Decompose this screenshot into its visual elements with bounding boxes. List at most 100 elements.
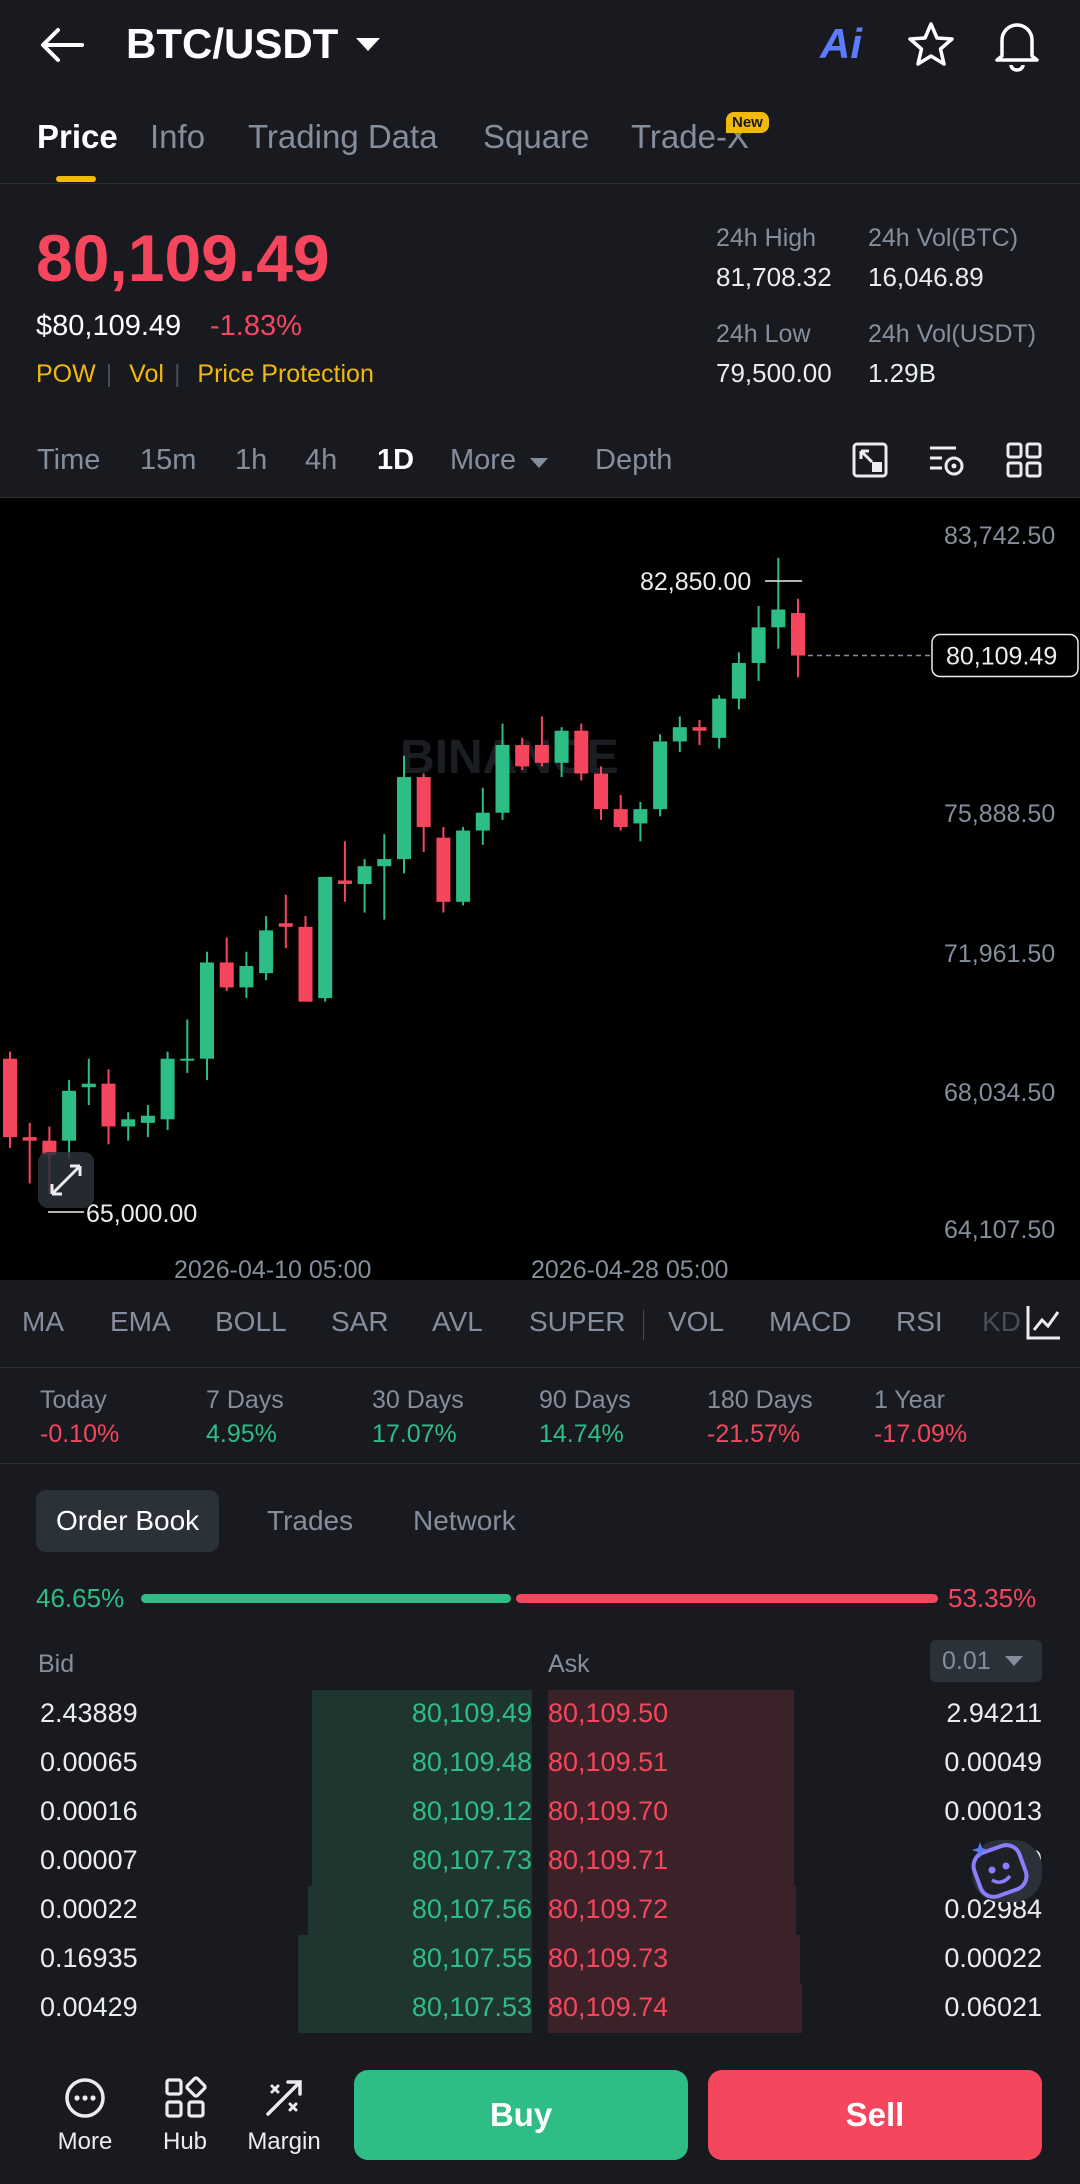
pair-title[interactable]: BTC/USDT — [126, 20, 339, 67]
interval-depth[interactable]: Depth — [595, 444, 673, 476]
ask-ratio: 53.35% — [948, 1583, 1037, 1613]
orderbook-row[interactable]: 2.43889 80,109.49 80,109.50 2.94211 — [0, 1690, 1080, 1739]
performance-row: Today -0.10% 7 Days 4.95% 30 Days 17.07%… — [0, 1368, 1080, 1464]
orderbook-rows: 2.43889 80,109.49 80,109.50 2.94211 0.00… — [0, 1690, 1080, 2040]
stat-24h-vol-btc-label: 24h Vol(BTC) — [868, 224, 1019, 252]
stat-24h-vol-usdt-value: 1.29B — [868, 358, 936, 388]
ask-depth-bar — [548, 1984, 802, 2033]
layout-grid-icon[interactable] — [1004, 440, 1044, 480]
candle-body — [298, 926, 313, 1002]
indicator-settings-icon[interactable] — [1024, 1302, 1064, 1342]
indicator-ma[interactable]: MA — [22, 1306, 64, 1337]
sell-button[interactable]: Sell — [708, 2070, 1042, 2160]
perf-label: 180 Days — [707, 1386, 813, 1414]
hub-grid-icon — [165, 2076, 207, 2118]
bid-qty: 0.00016 — [40, 1796, 138, 1826]
candle-body — [81, 1083, 96, 1088]
interval-more[interactable]: More — [450, 444, 517, 476]
high-label: 82,850.00 — [640, 568, 751, 596]
bid-qty: 2.43889 — [40, 1698, 138, 1728]
bid-depth-bar — [312, 1837, 532, 1886]
perf-label: Today — [40, 1386, 107, 1414]
low-label: 65,000.00 — [86, 1200, 197, 1228]
assistant-bot-icon[interactable] — [964, 1838, 1044, 1904]
candle-body — [101, 1083, 116, 1127]
candlestick-chart[interactable]: BINANCE 80,109.49 83,742.50 75,888.50 71… — [0, 498, 1080, 1280]
interval-1d[interactable]: 1D — [377, 444, 415, 476]
perf-label: 30 Days — [372, 1386, 464, 1414]
orderbook-row[interactable]: 0.00022 80,107.56 80,109.72 0.02984 — [0, 1886, 1080, 1935]
indicator-sar[interactable]: SAR — [331, 1306, 389, 1337]
ask-price: 80,109.71 — [548, 1845, 669, 1875]
candle-body — [278, 923, 293, 927]
tab-square[interactable]: Square — [483, 118, 590, 155]
orderbook-row[interactable]: 0.00007 80,107.73 80,109.71 0.0 — [0, 1837, 1080, 1886]
orderbook-row[interactable]: 0.00065 80,109.48 80,109.51 0.00049 — [0, 1739, 1080, 1788]
ask-depth-bar — [548, 1935, 800, 1984]
orderbook-row[interactable]: 0.00016 80,109.12 80,109.70 0.00013 — [0, 1788, 1080, 1837]
candle-body — [712, 698, 727, 738]
candle-body — [42, 1140, 57, 1155]
tag-pow[interactable]: POW — [36, 360, 96, 388]
candle-body — [377, 859, 392, 867]
candle-body — [337, 880, 352, 885]
star-icon[interactable] — [906, 20, 956, 70]
indicator-boll[interactable]: BOLL — [215, 1306, 287, 1337]
perf-value: -21.57% — [707, 1420, 801, 1448]
bell-icon[interactable] — [992, 18, 1042, 72]
indicator-macd[interactable]: MACD — [769, 1306, 852, 1337]
indicator-bar: MA EMA BOLL SAR AVL SUPER VOL MACD RSI K… — [0, 1280, 1080, 1368]
interval-time[interactable]: Time — [37, 444, 101, 476]
chart-expand-icon[interactable] — [850, 440, 890, 480]
interval-15m[interactable]: 15m — [140, 444, 197, 476]
buy-button[interactable]: Buy — [354, 2070, 688, 2160]
current-price-box — [931, 633, 1079, 678]
interval-1h[interactable]: 1h — [235, 444, 268, 476]
orderbook-tabs: Order Book Trades Network — [0, 1490, 1080, 1556]
chevron-down-icon[interactable] — [356, 38, 380, 51]
tab-network[interactable]: Network — [413, 1505, 516, 1536]
header: BTC/USDT Ai — [0, 0, 1080, 90]
bottom-more-button[interactable]: More — [40, 2076, 130, 2156]
chart-settings-icon[interactable] — [926, 440, 966, 480]
new-badge: New — [726, 112, 769, 133]
interval-4h[interactable]: 4h — [305, 444, 338, 476]
indicator-kd[interactable]: KD — [982, 1306, 1021, 1337]
tab-trades[interactable]: Trades — [267, 1505, 354, 1536]
precision-select[interactable]: 0.01 — [930, 1640, 1042, 1682]
indicator-rsi[interactable]: RSI — [896, 1306, 943, 1337]
indicator-avl[interactable]: AVL — [432, 1306, 483, 1337]
candle-body — [200, 962, 214, 1059]
chart-canvas[interactable]: BINANCE 80,109.49 83,742.50 75,888.50 71… — [0, 498, 1080, 1280]
candle-body — [416, 777, 431, 827]
orderbook-row[interactable]: 0.00429 80,107.53 80,109.74 0.06021 — [0, 1984, 1080, 2033]
tag-price-protection[interactable]: Price Protection — [197, 360, 374, 388]
bottom-margin-button[interactable]: Margin — [239, 2076, 329, 2156]
indicator-vol[interactable]: VOL — [668, 1306, 725, 1337]
bid-qty: 0.00022 — [40, 1894, 138, 1924]
fullscreen-icon[interactable] — [38, 1152, 94, 1208]
x-tick: 2026-04-10 05:00 — [174, 1256, 371, 1280]
tab-active-indicator — [56, 176, 96, 182]
stat-24h-vol-btc-value: 16,046.89 — [868, 262, 984, 292]
tab-trading-data[interactable]: Trading Data — [248, 118, 438, 155]
tab-info[interactable]: Info — [150, 118, 206, 155]
tag-vol[interactable]: Vol — [129, 360, 164, 388]
orderbook-row[interactable]: 0.16935 80,107.55 80,109.73 0.00022 — [0, 1935, 1080, 1984]
perf-value: -17.09% — [874, 1420, 968, 1448]
tab-price[interactable]: Price — [37, 118, 118, 155]
tab-order-book[interactable]: Order Book — [36, 1490, 220, 1552]
bottom-hub-button[interactable]: Hub — [140, 2076, 230, 2156]
candle-body — [357, 866, 372, 885]
candle-body — [672, 727, 687, 742]
bid-depth-bar — [298, 1984, 532, 2033]
bid-qty: 0.00065 — [40, 1747, 138, 1777]
candle-body — [554, 730, 569, 763]
back-arrow-icon[interactable] — [38, 24, 86, 66]
indicator-ema[interactable]: EMA — [110, 1306, 171, 1337]
perf-value: 14.74% — [539, 1420, 624, 1448]
bid-price: 80,109.12 — [411, 1796, 532, 1826]
ai-assistant-icon[interactable]: Ai — [820, 20, 862, 67]
candle-body — [160, 1058, 175, 1120]
indicator-super[interactable]: SUPER — [529, 1306, 626, 1337]
